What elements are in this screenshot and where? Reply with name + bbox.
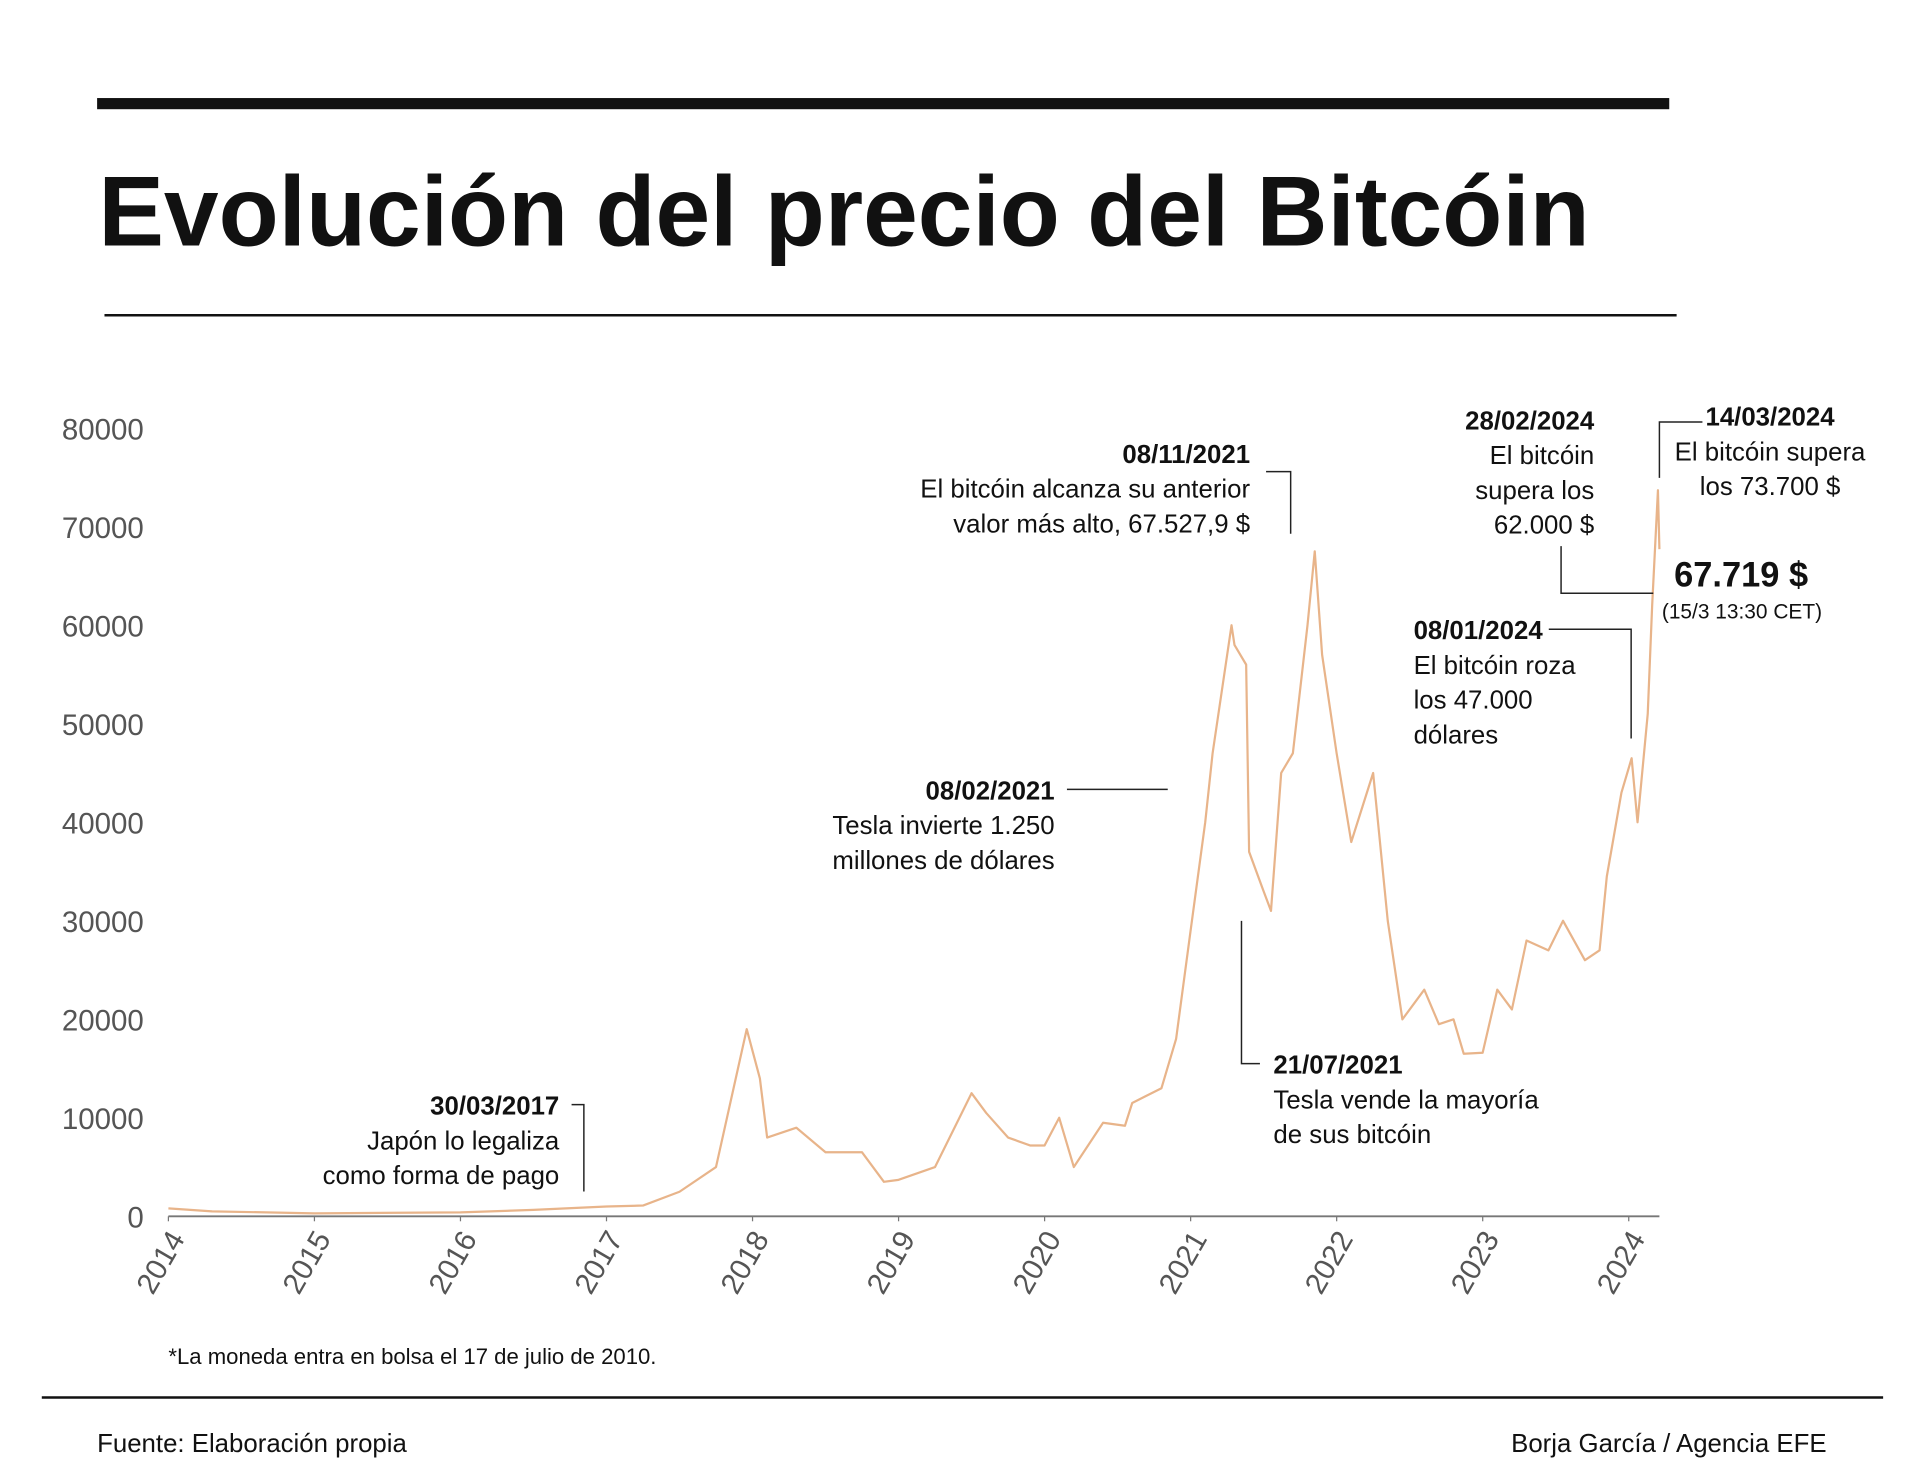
annotation-date: 14/03/2024 bbox=[1705, 404, 1835, 432]
credit: Borja García / Agencia EFE bbox=[1511, 1430, 1826, 1458]
annotation-text: los 47.000 bbox=[1414, 687, 1533, 715]
x-tick-label: 2021 bbox=[1153, 1226, 1214, 1300]
y-tick-label: 20000 bbox=[62, 1004, 144, 1037]
source: Fuente: Elaboración propia bbox=[97, 1430, 407, 1458]
current-price-note: (15/3 13:30 CET) bbox=[1662, 601, 1822, 624]
x-tick-label: 2019 bbox=[861, 1226, 922, 1300]
annotation-text: El bitcóin roza bbox=[1414, 652, 1577, 680]
annotation-text: los 73.700 $ bbox=[1700, 473, 1841, 501]
x-tick-label: 2015 bbox=[276, 1226, 337, 1300]
x-tick-label: 2014 bbox=[130, 1226, 191, 1300]
x-tick-label: 2017 bbox=[569, 1226, 630, 1300]
annotation-date: 21/07/2021 bbox=[1273, 1051, 1402, 1079]
annotation-connector bbox=[1658, 421, 1703, 478]
price-line bbox=[168, 489, 1661, 1215]
y-tick-label: 10000 bbox=[62, 1103, 144, 1136]
y-tick-label: 30000 bbox=[62, 906, 144, 939]
y-tick-label: 70000 bbox=[62, 512, 144, 545]
annotation-date: 28/02/2024 bbox=[1465, 407, 1595, 435]
x-tick-label: 2020 bbox=[1007, 1226, 1068, 1300]
annotation-date: 30/03/2017 bbox=[430, 1092, 559, 1120]
footnote: *La moneda entra en bolsa el 17 de julio… bbox=[168, 1344, 656, 1369]
annotation-text: 62.000 $ bbox=[1494, 512, 1594, 540]
annotation-connector bbox=[1266, 470, 1292, 534]
y-tick-label: 0 bbox=[127, 1201, 143, 1234]
y-tick-label: 80000 bbox=[62, 413, 144, 446]
annotation-text: Tesla vende la mayoría bbox=[1273, 1086, 1539, 1114]
y-tick-label: 60000 bbox=[62, 610, 144, 643]
annotation-text: El bitcóin alcanza su anterior bbox=[920, 476, 1250, 504]
x-tick-label: 2016 bbox=[422, 1226, 483, 1300]
annotation-text: valor más alto, 67.527,9 $ bbox=[953, 510, 1250, 538]
annotation-text: El bitcóin supera bbox=[1675, 438, 1866, 466]
annotation-connector bbox=[1548, 628, 1632, 739]
x-tick-label: 2023 bbox=[1445, 1226, 1506, 1300]
current-price: 67.719 $ bbox=[1674, 556, 1808, 594]
y-tick-label: 40000 bbox=[62, 807, 144, 840]
annotation-text: dólares bbox=[1414, 721, 1499, 749]
annotation-text: El bitcóin bbox=[1490, 442, 1595, 470]
y-tick-label: 50000 bbox=[62, 709, 144, 742]
annotation-text: de sus bitcóin bbox=[1273, 1121, 1431, 1149]
annotation-text: Japón lo legaliza bbox=[367, 1127, 560, 1155]
annotation-text: millones de dólares bbox=[832, 847, 1054, 875]
annotation-connector bbox=[1240, 920, 1260, 1065]
annotation-date: 08/11/2021 bbox=[1122, 441, 1250, 469]
title: Evolución del precio del Bitcóin bbox=[98, 156, 1589, 267]
annotation-date: 08/01/2024 bbox=[1414, 617, 1544, 645]
annotation-text: supera los bbox=[1475, 477, 1594, 505]
x-tick-label: 2018 bbox=[715, 1226, 776, 1300]
annotation-connector bbox=[571, 1103, 585, 1192]
annotation-connector bbox=[1560, 546, 1654, 595]
annotation-text: Tesla invierte 1.250 bbox=[832, 812, 1054, 840]
annotation-text: como forma de pago bbox=[323, 1162, 560, 1190]
x-tick-label: 2024 bbox=[1591, 1226, 1652, 1300]
x-tick-label: 2022 bbox=[1299, 1226, 1360, 1300]
annotation-date: 08/02/2021 bbox=[926, 777, 1055, 805]
top-bar bbox=[97, 98, 1670, 110]
